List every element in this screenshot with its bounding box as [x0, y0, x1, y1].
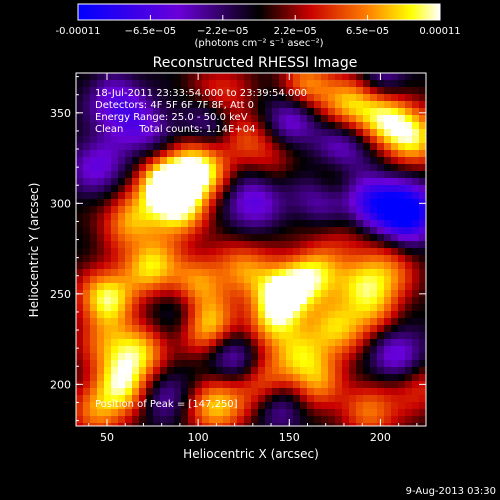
colorbar-tick-label: 2.2e−05 [274, 26, 317, 37]
colorbar-ticks: -0.00011 −6.5e−05 −2.2e−05 2.2e−05 6.5e−05 0.… [56, 15, 461, 37]
x-tick-label: 150 [279, 431, 300, 444]
chart-title: Reconstructed RHESSI Image [153, 55, 358, 71]
annotation-total-counts: Clean Total counts: 1.14E+04 [95, 124, 255, 135]
annotation-energy-range: Energy Range: 25.0 - 50.0 keV [95, 112, 248, 123]
annotation-detectors: Detectors: 4F 5F 6F 7F 8F, Att 0 [95, 100, 254, 111]
y-axis-label: Heliocentric Y (arcsec) [27, 183, 41, 318]
y-tick-label: 250 [50, 288, 71, 301]
y-tick-label: 350 [50, 107, 71, 120]
y-tick-label: 200 [50, 378, 71, 391]
plot-frame [75, 72, 427, 427]
colorbar-tick-label: 6.5e−05 [346, 26, 389, 37]
colorbar-tick-label: −6.5e−05 [125, 26, 177, 37]
y-tick-label: 300 [50, 197, 71, 210]
x-axis-label: Heliocentric X (arcsec) [183, 447, 319, 461]
heatmap-canvas [76, 73, 426, 426]
x-tick-label: 50 [100, 431, 114, 444]
annotation-time-range: 18-Jul-2011 23:33:54.000 to 23:39:54.000 [95, 88, 307, 99]
annotation-block: 18-Jul-2011 23:33:54.000 to 23:39:54.000… [95, 88, 307, 135]
axis-ticks: 50 100 150 200 200 250 300 350 [50, 73, 426, 444]
colorbar-tick-label: -0.00011 [56, 26, 101, 37]
render-timestamp: 9-Aug-2013 03:30 [406, 486, 496, 497]
colorbar-tick-label: 0.00011 [419, 26, 460, 37]
colorbar-tick-label: −2.2e−05 [197, 26, 249, 37]
colorbar: -0.00011 −6.5e−05 −2.2e−05 2.2e−05 6.5e−05 0.… [56, 3, 461, 49]
colorbar-frame [77, 3, 441, 21]
colorbar-fill [78, 4, 440, 20]
peak-position-text: Position of Peak = [147,250] [95, 399, 238, 410]
x-tick-label: 100 [188, 431, 209, 444]
x-tick-label: 200 [370, 431, 391, 444]
image-area: 50 100 150 200 200 250 300 350 [50, 72, 427, 444]
colorbar-label: (photons cm⁻² s⁻¹ asec⁻²) [194, 38, 323, 49]
